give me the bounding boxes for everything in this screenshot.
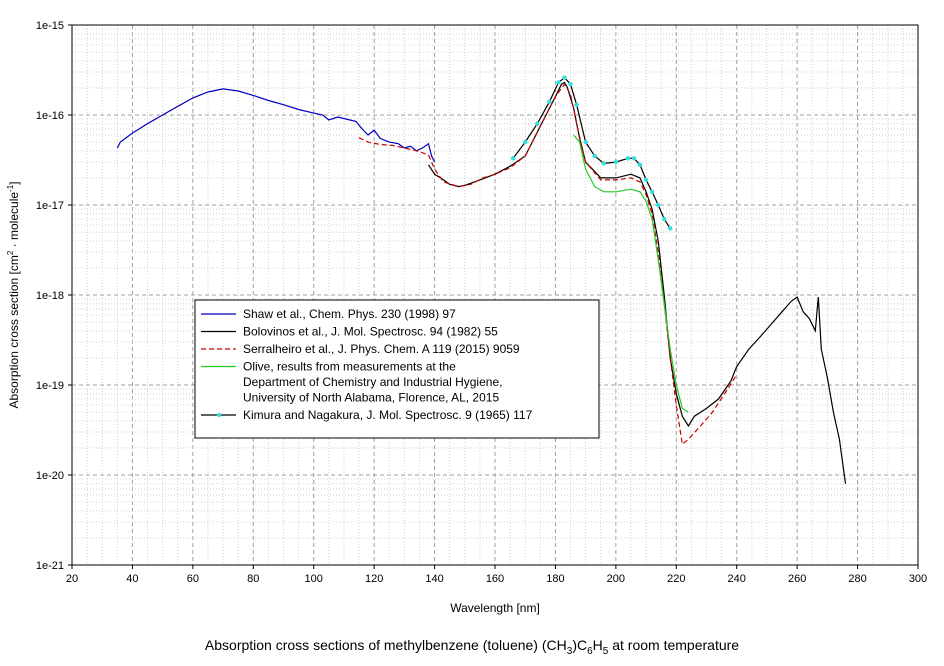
x-tick-label: 120 [365,573,383,585]
y-axis-title-part: ] [7,181,21,184]
legend-label-olive: Olive, results from measurements at the [243,360,456,374]
x-tick-label: 160 [486,573,504,585]
caption-sub: 6 [587,645,593,657]
x-axis-title: Wavelength [nm] [450,601,540,615]
series-line-serralheiro [358,83,738,446]
caption-part: )C [572,637,588,653]
legend-label-bolovinos: Bolovinos et al., J. Mol. Spectrosc. 94 … [243,325,498,339]
legend-box [194,299,600,439]
series-point-kimura [613,159,619,165]
series-line-olive [573,134,689,413]
series-point-kimura [668,226,673,231]
x-tick-label: 260 [788,573,806,585]
figure-caption: Absorption cross sections of methylbenze… [0,637,944,657]
legend-label-olive: University of North Alabama, Florence, A… [243,391,499,405]
y-axis-title-superscript: -1 [6,184,15,192]
series-point-kimura [510,156,516,161]
x-axis: 20 40 60 80 100 120 140 160 180 200 220 240 260 280 30… [66,565,927,585]
x-tick-label: 40 [126,573,138,585]
series-point-kimura [535,121,540,126]
series-point-kimura [601,161,606,166]
x-tick-label: 300 [909,573,927,585]
series-point-kimura [568,81,573,87]
series-point-kimura [556,80,561,85]
series-point-kimura [547,99,552,105]
caption-part: at room temperature [608,637,740,653]
series-point-kimura [583,139,588,145]
series-point-kimura [637,162,643,167]
y-axis: 1e-21 1e-20 1e-19 1e-18 1e-17 1e-16 1e-15 [36,20,72,572]
y-tick-label: 1e-20 [36,470,64,482]
series-layer [116,75,847,484]
series-point-kimura [574,102,579,107]
series-line-bolovinos [427,81,847,484]
legend-label-kimura: Kimura and Nagakura, J. Mol. Spectrosc. … [243,408,533,422]
x-tick-label: 240 [728,573,746,585]
y-tick-label: 1e-16 [36,110,64,122]
y-tick-label: 1e-18 [36,290,64,302]
legend-label-shaw: Shaw et al., Chem. Phys. 230 (1998) 97 [243,307,456,321]
y-tick-label: 1e-15 [36,20,64,32]
x-tick-label: 140 [425,573,443,585]
y-tick-label: 1e-17 [36,200,64,212]
legend-marker-kimura [216,412,222,418]
series-point-kimura [625,156,631,161]
y-axis-title-part: · molecule [7,192,21,251]
x-tick-label: 220 [667,573,685,585]
x-tick-label: 20 [66,573,78,585]
series-point-kimura [655,202,661,208]
y-axis-title-part: Absorption cross section [cm [7,255,21,408]
series-point-kimura [592,153,597,159]
x-tick-label: 280 [848,573,866,585]
x-tick-label: 60 [187,573,199,585]
legend-label-olive: Department of Chemistry and Industrial H… [243,375,502,389]
x-tick-label: 200 [607,573,625,585]
y-axis-title-superscript: 2 [6,250,15,255]
legend: Shaw et al., Chem. Phys. 230 (1998) 97 Bo… [194,299,600,439]
series-point-kimura [523,139,528,145]
chart: 20 40 60 80 100 120 140 160 180 200 220 240 260 280 30… [6,20,927,615]
caption-sub: 5 [602,645,609,657]
x-tick-label: 80 [247,573,259,585]
y-tick-label: 1e-21 [36,560,64,572]
series-point-kimura [631,156,637,161]
series-point-kimura [649,189,655,195]
series-point-kimura [643,177,649,183]
caption-sub: 3 [566,645,573,657]
y-tick-label: 1e-19 [36,380,64,392]
series-point-kimura [562,75,567,80]
caption-part: H [592,637,603,653]
series-line-kimura [512,76,671,229]
caption-part: Absorption cross sections of methylbenze… [204,637,567,653]
series-line-shaw [116,88,436,163]
legend-label-serralheiro: Serralheiro et al., J. Phys. Chem. A 119… [243,342,520,356]
x-tick-label: 100 [305,573,323,585]
x-tick-label: 180 [546,573,564,585]
y-axis-title: Absorption cross section [cm2 · molecule… [6,181,21,408]
series-point-kimura [662,216,667,222]
